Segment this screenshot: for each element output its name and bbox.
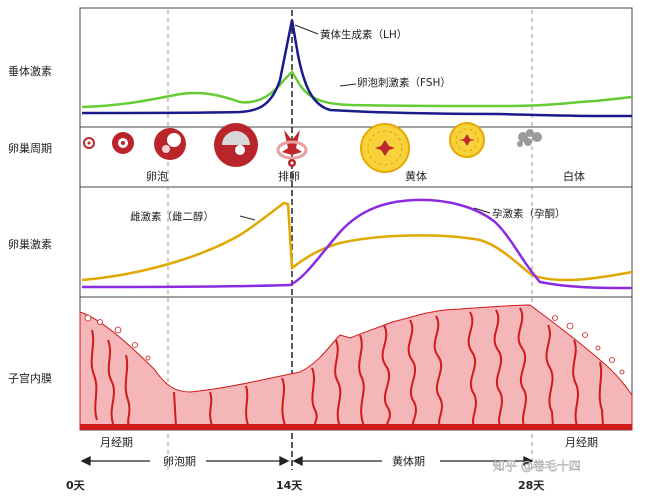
stage-label-corpus-albicans: 白体 — [563, 169, 585, 183]
row-label-endometrium: 子宫内膜 — [8, 371, 52, 385]
phase-label-menses-start: 月经期 — [100, 436, 133, 449]
fsh-curve — [81, 69, 633, 109]
ovary-stages — [83, 122, 542, 173]
gland — [107, 339, 115, 425]
day-label-0: 0天 — [66, 479, 86, 492]
gland — [381, 324, 391, 427]
gland — [173, 391, 177, 427]
fsh-label: 卵泡刺激素（FSH） — [357, 76, 451, 89]
basal-layer — [80, 424, 632, 430]
endometrial-glands — [90, 307, 604, 427]
endometrium-layer — [79, 304, 633, 430]
gland — [407, 319, 417, 427]
watermark: 知乎 @卷毛十四 — [493, 458, 581, 473]
gland — [545, 324, 554, 427]
shedding-fragments — [84, 314, 625, 375]
phase-label-luteal: 黄体期 — [392, 454, 425, 468]
phase-label-menses-end: 月经期 — [565, 436, 598, 449]
row-label-ovary-cycle: 卵巢周期 — [8, 142, 52, 155]
progesterone-label: 孕激素（孕酮） — [492, 207, 566, 220]
gland — [358, 334, 365, 427]
gland — [433, 315, 443, 427]
gland — [572, 339, 579, 427]
follicle-secondary — [154, 128, 186, 160]
lh-label: 黄体生成素（LH） — [320, 28, 407, 41]
day-label-28: 28天 — [518, 479, 545, 492]
gland — [90, 329, 98, 421]
stage-label-ovulation: 排卵 — [278, 169, 300, 183]
ovulating-follicle — [276, 130, 308, 167]
gland — [467, 311, 477, 427]
stage-label-follicle: 卵泡 — [146, 169, 168, 183]
estrogen-curve — [81, 201, 633, 282]
row-label-pituitary: 垂体激素 — [8, 64, 52, 78]
lh-leader — [294, 24, 319, 35]
progesterone-leader — [473, 207, 491, 214]
row-label-ovarian-hormones: 卵巢激素 — [8, 237, 52, 251]
pituitary-panel — [79, 7, 633, 128]
gland — [598, 361, 604, 427]
gland — [311, 367, 318, 427]
estrogen-label: 雌激素（雌二醇） — [130, 210, 214, 223]
gland — [245, 385, 249, 426]
estrogen-leader — [239, 215, 256, 221]
gland — [517, 307, 527, 427]
corpus-albicans — [517, 129, 542, 147]
gland — [124, 354, 131, 427]
day-label-14: 14天 — [276, 479, 303, 492]
corpus-luteum-late — [449, 122, 485, 158]
follicle-primary — [112, 132, 134, 154]
gland — [493, 309, 503, 427]
phase-label-follicular: 卵泡期 — [163, 454, 196, 468]
lh-curve — [81, 19, 632, 118]
gland — [209, 391, 213, 426]
ovarian-hormone-panel — [79, 186, 633, 298]
gland — [334, 339, 342, 427]
fsh-leader — [339, 83, 357, 87]
phase-arrows — [80, 455, 534, 467]
follicle-primordial — [83, 137, 95, 149]
gland — [281, 377, 286, 426]
corpus-luteum-early — [360, 123, 410, 173]
follicle-tertiary — [214, 123, 258, 167]
progesterone-curve — [81, 198, 633, 290]
stage-label-corpus-luteum: 黄体 — [405, 169, 427, 183]
